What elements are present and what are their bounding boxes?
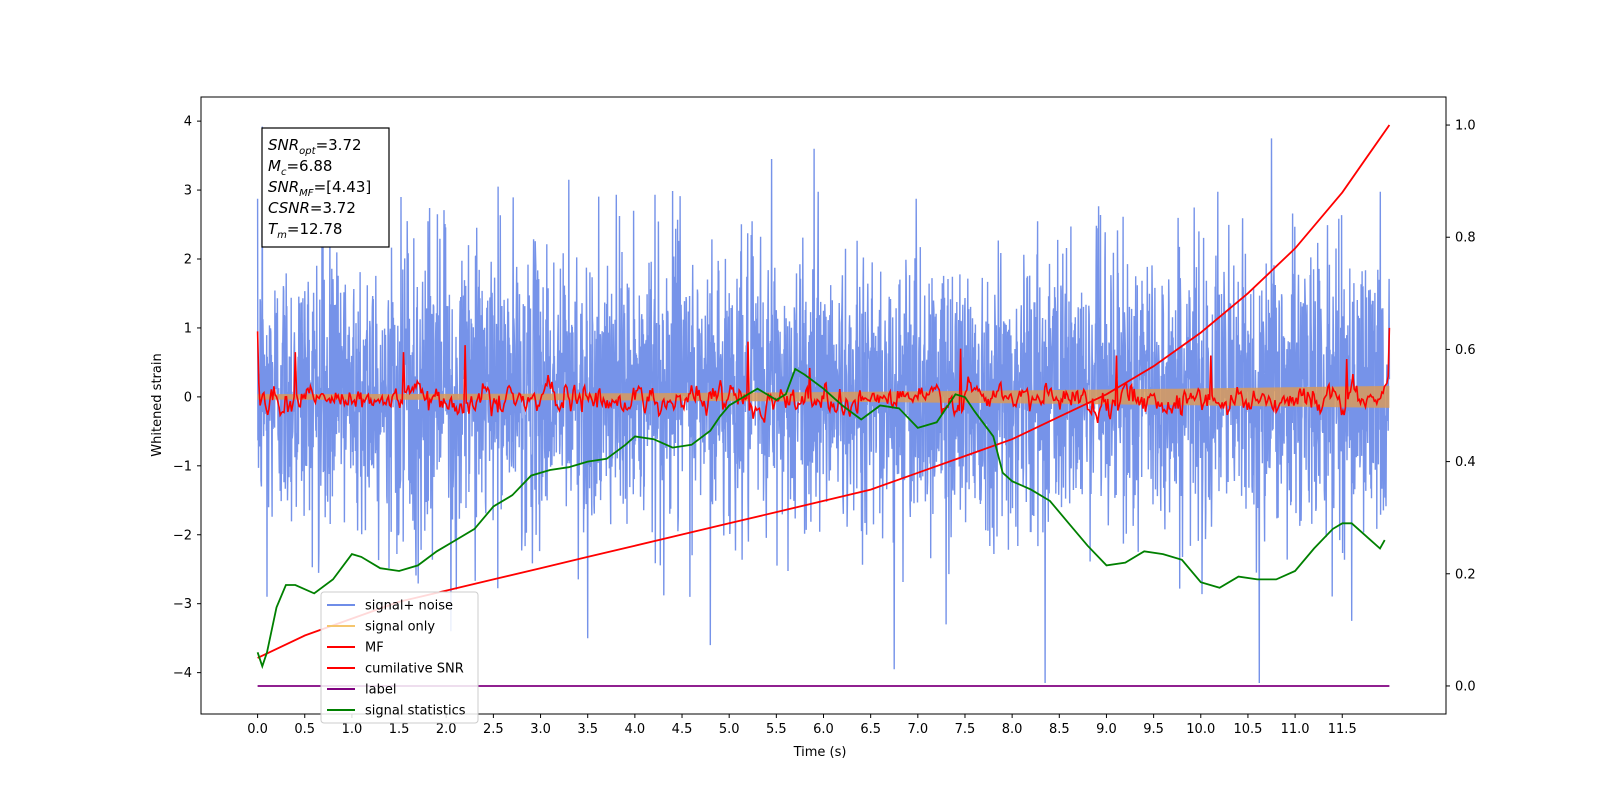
series-signal-statistics-line: [256, 367, 1386, 670]
x-tick-label: 0.5: [294, 722, 315, 737]
x-tick-label: 0.0: [247, 722, 268, 737]
y-tick-label: −1: [173, 459, 192, 474]
x-tick-label: 5.0: [719, 722, 740, 737]
x-tick-label: 11.5: [1328, 722, 1357, 737]
x-tick-label: 10.5: [1233, 722, 1262, 737]
x-tick-label: 7.5: [955, 722, 976, 737]
y-right-tick-label: 0.2: [1455, 567, 1476, 582]
series-mf-line: [256, 327, 1391, 424]
x-tick-label: 4.0: [625, 722, 646, 737]
stats-line: Tm=12.78: [268, 220, 342, 241]
y-axis-right: 0.0 0.2 0.4 0.6 0.8 1.0: [1446, 119, 1476, 694]
x-tick-label: 3.0: [530, 722, 551, 737]
x-tick-label: 10.0: [1186, 722, 1215, 737]
x-tick-label: 11.0: [1281, 722, 1310, 737]
y-tick-label: 0: [184, 390, 192, 405]
x-tick-label: 2.0: [436, 722, 457, 737]
legend-entry: signal+ noise: [365, 599, 453, 614]
y-right-tick-label: 1.0: [1455, 119, 1476, 134]
y-right-tick-label: 0.0: [1455, 679, 1476, 694]
y-axis-left: −4 −3 −2 −1 0 1 2 3 4: [173, 115, 201, 681]
x-tick-label: 1.5: [389, 722, 410, 737]
y-right-tick-label: 0.8: [1455, 231, 1476, 246]
x-axis: 0.0 0.5 1.0 1.5 2.0 2.5 3.0 3.5 4.0 4.5 5.0 5.5 6.0 6…: [247, 714, 1357, 737]
x-tick-label: 3.5: [577, 722, 598, 737]
x-tick-label: 6.5: [860, 722, 881, 737]
y-tick-label: −4: [173, 666, 192, 681]
x-axis-label: Time (s): [793, 745, 847, 760]
legend: signal+ noise signal only MF cumilative SNR…: [320, 591, 479, 724]
y-axis-label: Whitened strain: [150, 353, 165, 456]
legend-entry: MF: [365, 641, 384, 656]
x-tick-label: 8.0: [1002, 722, 1023, 737]
stats-line: SNRMF=[4.43]: [268, 178, 371, 199]
x-tick-label: 8.5: [1049, 722, 1070, 737]
x-tick-label: 4.5: [672, 722, 693, 737]
y-tick-label: 3: [184, 184, 192, 199]
x-tick-label: 9.5: [1143, 722, 1164, 737]
legend-entry: signal statistics: [365, 704, 466, 719]
y-tick-label: −2: [173, 528, 192, 543]
stats-line: SNRopt=3.72: [268, 136, 362, 157]
y-tick-label: 4: [184, 115, 192, 130]
y-right-tick-label: 0.6: [1455, 343, 1476, 358]
legend-entry: label: [365, 683, 396, 698]
legend-entry: signal only: [365, 620, 435, 635]
y-tick-label: 2: [184, 253, 192, 268]
y-tick-label: −3: [173, 597, 192, 612]
x-tick-label: 5.5: [766, 722, 787, 737]
stats-line: CSNR=3.72: [268, 199, 356, 217]
x-tick-label: 2.5: [483, 722, 504, 737]
x-tick-label: 1.0: [342, 722, 363, 737]
y-tick-label: 1: [184, 321, 192, 336]
x-tick-label: 7.0: [907, 722, 928, 737]
x-tick-label: 6.0: [813, 722, 834, 737]
legend-entry: cumilative SNR: [365, 662, 464, 677]
x-tick-label: 9.0: [1096, 722, 1117, 737]
y-right-tick-label: 0.4: [1455, 455, 1476, 470]
stats-line: Mc=6.88: [268, 157, 332, 178]
series-cumulative-snr-line: [257, 124, 1391, 659]
